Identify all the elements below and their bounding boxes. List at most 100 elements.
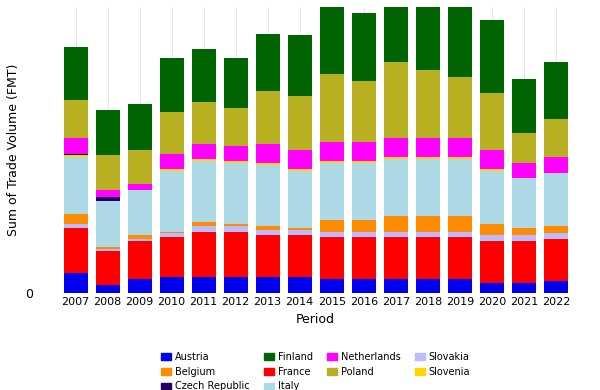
Bar <box>480 20 504 92</box>
Bar <box>95 156 119 190</box>
Bar <box>448 159 472 216</box>
Bar <box>160 112 184 154</box>
Bar <box>480 169 504 171</box>
Bar <box>352 161 376 163</box>
Bar <box>480 150 504 169</box>
Bar <box>64 47 88 100</box>
Bar <box>224 277 248 292</box>
Bar <box>320 5 344 74</box>
Bar <box>352 279 376 292</box>
Bar <box>64 157 88 215</box>
Bar <box>224 58 248 108</box>
Bar <box>95 190 119 197</box>
Bar <box>95 249 119 251</box>
Bar <box>320 161 344 163</box>
Bar <box>160 171 184 232</box>
Bar <box>64 100 88 138</box>
Bar <box>384 157 408 159</box>
Bar <box>256 144 280 163</box>
Bar <box>320 232 344 237</box>
Bar <box>160 234 184 237</box>
Bar <box>352 12 376 81</box>
Bar <box>352 220 376 232</box>
Bar <box>448 77 472 138</box>
Bar <box>256 163 280 165</box>
Bar <box>416 279 440 292</box>
Bar <box>512 241 536 283</box>
Bar <box>416 138 440 157</box>
Bar <box>320 142 344 161</box>
Bar <box>544 62 568 119</box>
Bar <box>95 251 119 285</box>
Bar <box>287 96 312 150</box>
Bar <box>191 232 215 277</box>
Bar <box>480 92 504 150</box>
Bar <box>416 0 440 70</box>
Bar <box>128 236 152 239</box>
Bar <box>160 237 184 277</box>
Bar <box>224 108 248 146</box>
Bar <box>416 159 440 216</box>
Bar <box>95 110 119 156</box>
Bar <box>64 228 88 273</box>
Bar <box>191 161 215 222</box>
Bar <box>287 230 312 236</box>
Bar <box>160 277 184 292</box>
Bar <box>224 146 248 161</box>
Bar <box>544 239 568 281</box>
Bar <box>287 169 312 171</box>
Bar <box>64 138 88 154</box>
Bar <box>320 163 344 220</box>
Bar <box>352 81 376 142</box>
Bar <box>287 171 312 228</box>
Bar <box>544 119 568 157</box>
Bar <box>191 277 215 292</box>
Bar <box>384 216 408 232</box>
Bar <box>128 190 152 236</box>
Bar <box>256 226 280 230</box>
Bar <box>416 232 440 237</box>
Bar <box>544 172 568 226</box>
X-axis label: Period: Period <box>296 313 335 326</box>
Bar <box>448 279 472 292</box>
Bar <box>320 220 344 232</box>
Bar <box>448 232 472 237</box>
Bar <box>352 237 376 279</box>
Bar <box>224 161 248 163</box>
Bar <box>224 226 248 232</box>
Bar <box>480 241 504 283</box>
Bar <box>416 216 440 232</box>
Bar <box>448 216 472 232</box>
Bar <box>352 232 376 237</box>
Bar <box>191 226 215 232</box>
Bar <box>287 35 312 96</box>
Bar <box>287 236 312 277</box>
Bar <box>384 138 408 157</box>
Bar <box>416 157 440 159</box>
Bar <box>64 156 88 157</box>
Bar <box>416 70 440 138</box>
Bar <box>128 150 152 184</box>
Bar <box>256 230 280 236</box>
Bar <box>95 247 119 249</box>
Bar <box>544 281 568 292</box>
Bar <box>448 138 472 157</box>
Bar <box>512 79 536 133</box>
Bar <box>384 159 408 216</box>
Bar <box>64 154 88 156</box>
Bar <box>64 224 88 228</box>
Bar <box>320 279 344 292</box>
Bar <box>384 237 408 279</box>
Bar <box>128 239 152 241</box>
Bar <box>448 237 472 279</box>
Bar <box>160 232 184 234</box>
Bar <box>160 154 184 169</box>
Bar <box>64 215 88 224</box>
Bar <box>352 142 376 161</box>
Bar <box>191 49 215 102</box>
Bar <box>128 184 152 190</box>
Bar <box>384 279 408 292</box>
Bar <box>256 91 280 144</box>
Bar <box>320 237 344 279</box>
Bar <box>95 285 119 292</box>
